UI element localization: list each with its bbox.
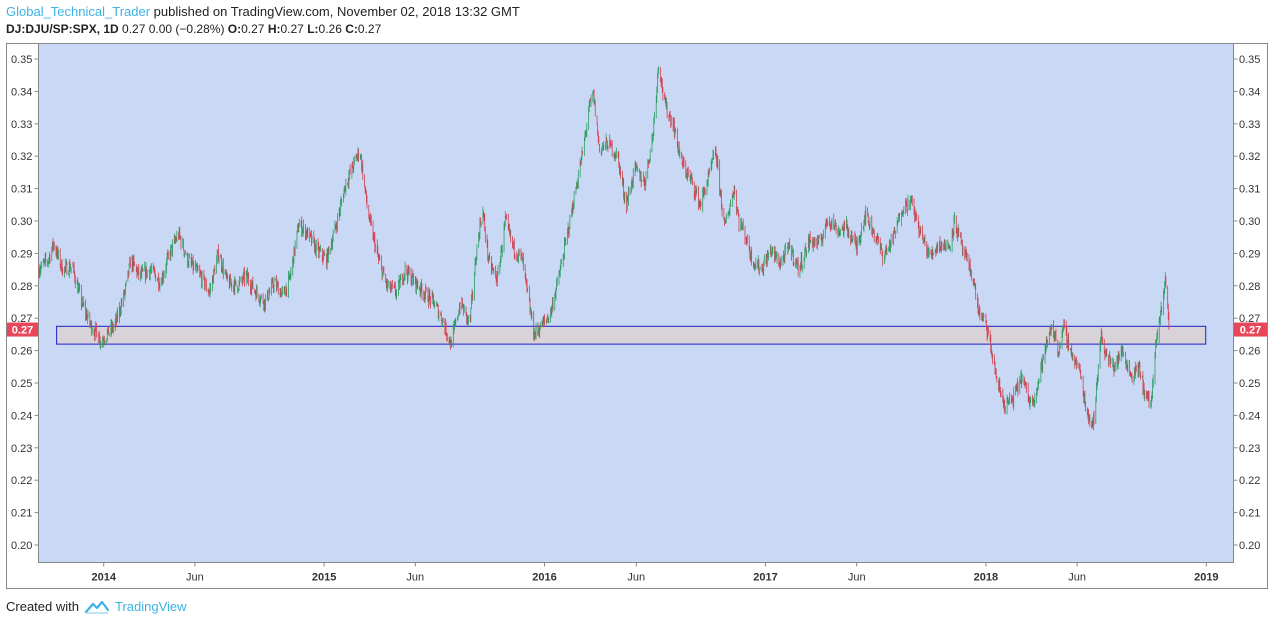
support-zone-rectangle[interactable] xyxy=(56,325,1207,345)
y-tick-label-right: 0.25 xyxy=(1239,378,1260,390)
last-price-label-left: 0.27 xyxy=(12,325,33,337)
high-label: H: xyxy=(267,22,281,36)
low-value: 0.26 xyxy=(318,22,346,36)
low-label: L: xyxy=(307,22,319,36)
open-value: 0.27 xyxy=(241,22,268,36)
y-tick-label-right: 0.22 xyxy=(1239,475,1260,487)
support-zone-layer xyxy=(56,325,1207,345)
y-tick-label-right: 0.27 xyxy=(1239,313,1260,325)
last-price-labels: 0.27 0.27 xyxy=(7,322,1267,337)
price-chart[interactable]: 0.35 0.34 0.33 0.32 0.31 0.30 0.29 0.28 0.27 0.26… xyxy=(0,0,1274,595)
x-tick-label: 2015 xyxy=(312,572,336,584)
published-text: published on TradingView.com, November 0… xyxy=(150,4,520,19)
last-price-tag-left xyxy=(7,322,38,337)
x-tick-label: Jun xyxy=(627,572,645,584)
open-label: O: xyxy=(227,22,242,36)
close-label: C: xyxy=(345,22,358,36)
x-tick-label: 2019 xyxy=(1194,572,1218,584)
y-tick-label-right: 0.30 xyxy=(1239,216,1260,228)
y-tick-label-left: 0.23 xyxy=(11,443,32,455)
y-axis-right: 0.35 0.34 0.33 0.32 0.31 0.30 0.29 0.28 0.27 0.26… xyxy=(1233,54,1260,552)
y-tick-label-left: 0.32 xyxy=(11,151,32,163)
x-tick-label: Jun xyxy=(186,572,204,584)
y-tick-label-right: 0.21 xyxy=(1239,508,1260,520)
y-tick-label-left: 0.31 xyxy=(11,184,32,196)
x-tick-label: 2018 xyxy=(974,572,998,584)
y-tick-label-left: 0.27 xyxy=(11,313,32,325)
y-tick-label-left: 0.22 xyxy=(11,475,32,487)
x-tick-label: 2017 xyxy=(753,572,777,584)
created-with-text: Created with xyxy=(6,599,79,614)
y-tick-label-right: 0.33 xyxy=(1239,119,1260,131)
x-tick-label: 2016 xyxy=(532,572,556,584)
x-tick-label: Jun xyxy=(406,572,424,584)
plot-area[interactable] xyxy=(38,43,1234,563)
last-price-label-right: 0.27 xyxy=(1240,325,1261,337)
y-tick-label-left: 0.34 xyxy=(11,86,32,98)
x-axis: 2014 Jun 2015 Jun 2016 Jun 2017 Jun 2018 Jun 2019 xyxy=(91,562,1219,584)
y-tick-label-right: 0.23 xyxy=(1239,443,1260,455)
y-tick-label-left: 0.21 xyxy=(11,508,32,520)
tradingview-brand-link[interactable]: TradingView xyxy=(84,599,187,614)
footer: Created with TradingView xyxy=(6,599,187,614)
y-tick-label-left: 0.33 xyxy=(11,119,32,131)
y-tick-label-right: 0.35 xyxy=(1239,54,1260,66)
y-tick-label-left: 0.28 xyxy=(11,281,32,293)
y-tick-label-left: 0.25 xyxy=(11,378,32,390)
symbol-quote-line: DJ:DJU/SP:SPX, 1D 0.27 0.00 (−0.28%) O:0… xyxy=(6,22,381,36)
x-tick-label: 2014 xyxy=(91,572,116,584)
symbol-name: DJ:DJU/SP:SPX, 1D xyxy=(6,22,119,36)
y-axis-left: 0.35 0.34 0.33 0.32 0.31 0.30 0.29 0.28 0.27 0.26… xyxy=(11,54,39,552)
y-tick-label-left: 0.35 xyxy=(11,54,32,66)
candles-layer xyxy=(38,66,1170,431)
y-tick-label-right: 0.29 xyxy=(1239,248,1260,260)
author-link[interactable]: Global_Technical_Trader xyxy=(6,4,151,19)
y-tick-label-right: 0.20 xyxy=(1239,540,1260,552)
y-tick-label-left: 0.20 xyxy=(11,540,32,552)
y-tick-label-right: 0.31 xyxy=(1239,184,1260,196)
quote-change: 0.27 0.00 (−0.28%) xyxy=(118,22,228,36)
x-tick-label: Jun xyxy=(1068,572,1086,584)
y-tick-label-right: 0.34 xyxy=(1239,86,1260,98)
tradingview-brand-text: TradingView xyxy=(114,599,187,614)
y-tick-label-right: 0.24 xyxy=(1239,410,1260,422)
y-tick-label-left: 0.26 xyxy=(11,346,32,358)
x-tick-label: Jun xyxy=(848,572,866,584)
high-value: 0.27 xyxy=(280,22,308,36)
tradingview-logo-icon xyxy=(84,600,109,614)
y-tick-label-left: 0.24 xyxy=(11,410,32,422)
close-value: 0.27 xyxy=(357,22,382,36)
publish-info: Global_Technical_Trader published on Tra… xyxy=(6,4,520,19)
y-tick-label-right: 0.28 xyxy=(1239,281,1260,293)
y-tick-label-right: 0.32 xyxy=(1239,151,1260,163)
last-price-tag-right xyxy=(1234,322,1267,337)
y-tick-label-right: 0.26 xyxy=(1239,346,1260,358)
y-tick-label-left: 0.30 xyxy=(11,216,32,228)
y-tick-label-left: 0.29 xyxy=(11,248,32,260)
